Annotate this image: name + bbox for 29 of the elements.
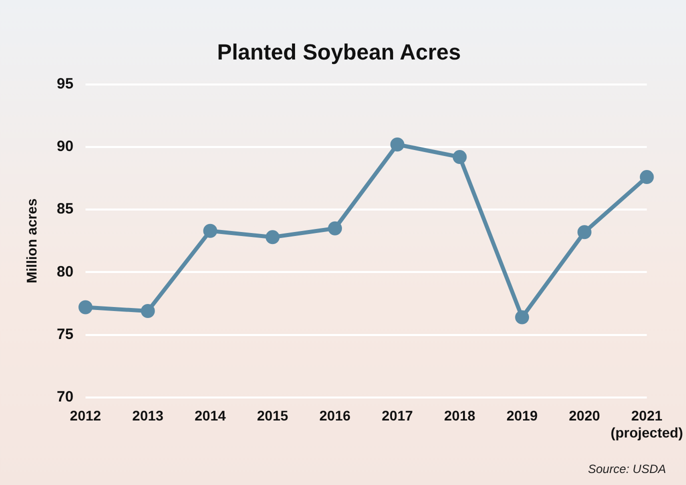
point xyxy=(203,224,218,238)
point xyxy=(452,150,467,164)
point xyxy=(390,137,404,152)
y-tick-label: 70 xyxy=(56,388,74,406)
y-tick-label: 75 xyxy=(56,326,74,343)
x-tick-label: 2016 xyxy=(319,408,351,424)
point xyxy=(78,300,92,314)
point xyxy=(577,225,592,240)
x-tick-label: 2013 xyxy=(132,408,164,424)
x-tick-label: 2020 xyxy=(568,408,600,424)
y-tick-label: 85 xyxy=(56,200,74,218)
point xyxy=(140,304,155,318)
x-tick-label: 2021 (projected) xyxy=(610,408,684,440)
source-note: Source: USDA xyxy=(588,462,666,476)
point xyxy=(640,170,654,184)
x-tick-label: 2018 xyxy=(444,408,476,424)
x-tick-label: 2017 xyxy=(382,408,414,424)
y-tick-label: 90 xyxy=(56,138,74,156)
chart-title: Planted Soybean Acres xyxy=(217,39,461,64)
x-tick-label: 2019 xyxy=(506,408,538,424)
point xyxy=(515,310,530,324)
point xyxy=(266,230,280,244)
x-tick-label: 2012 xyxy=(70,408,102,424)
y-tick-label: 80 xyxy=(56,263,74,280)
x-tick-label: 2015 xyxy=(257,408,288,424)
y-axis-title: Million acres xyxy=(23,198,40,284)
point xyxy=(328,221,342,236)
y-tick-label: 95 xyxy=(56,76,74,93)
x-tick-label: 2014 xyxy=(194,408,226,424)
